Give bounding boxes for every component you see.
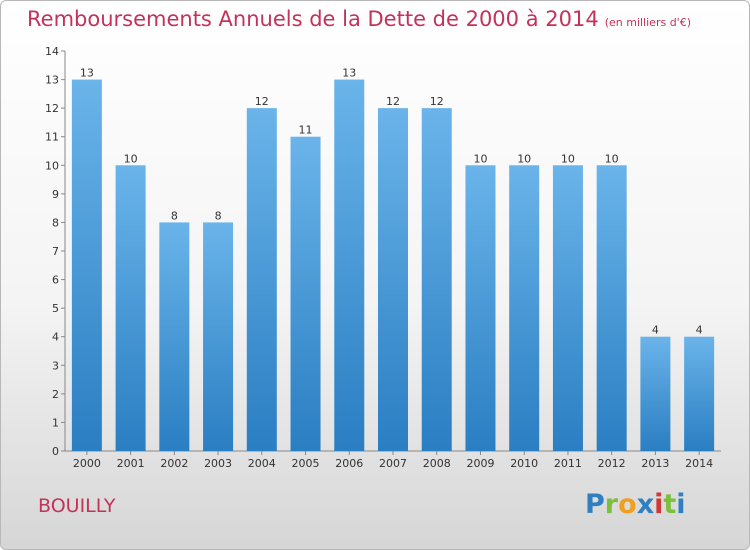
x-tick-label: 2010: [510, 457, 538, 470]
x-tick-label: 2001: [117, 457, 145, 470]
chart-labels: 2000 13 2001 10 2002 8 2003 8 2004 12 2005 11 2006 13…: [73, 67, 713, 470]
y-tick-label: 7: [52, 245, 59, 258]
logo-letter: r: [604, 489, 619, 520]
data-label: 4: [696, 324, 703, 337]
y-tick-label: 4: [52, 331, 59, 344]
y-tick-label: 0: [52, 445, 59, 458]
data-label: 13: [80, 67, 94, 80]
y-tick-label: 9: [52, 188, 59, 201]
x-tick-label: 2013: [641, 457, 669, 470]
x-tick-label: 2011: [554, 457, 582, 470]
data-label: 10: [124, 152, 138, 165]
logo-letter: i: [676, 489, 686, 520]
y-tick-label: 3: [52, 359, 59, 372]
logo-letter: P: [585, 489, 605, 520]
x-tick-label: 2002: [160, 457, 188, 470]
x-tick-label: 2003: [204, 457, 232, 470]
bar: [421, 108, 452, 452]
x-tick-label: 2000: [73, 457, 101, 470]
data-label: 8: [171, 209, 178, 222]
y-tick-label: 2: [52, 388, 59, 401]
bar: [203, 222, 234, 451]
y-tick-label: 10: [45, 159, 59, 172]
data-label: 12: [430, 95, 444, 108]
bar: [71, 79, 102, 452]
bar: [334, 79, 365, 452]
data-label: 4: [652, 324, 659, 337]
chart-bars: [71, 79, 715, 452]
data-label: 8: [215, 209, 222, 222]
bar: [290, 136, 321, 451]
data-label: 10: [561, 152, 575, 165]
logo-letter: x: [636, 489, 655, 520]
y-tick-label: 14: [45, 45, 59, 58]
y-tick-label: 11: [45, 131, 59, 144]
y-tick-label: 5: [52, 302, 59, 315]
bar: [640, 336, 671, 451]
x-tick-label: 2004: [248, 457, 276, 470]
x-tick-label: 2009: [466, 457, 494, 470]
bar: [465, 165, 496, 452]
x-tick-label: 2014: [685, 457, 713, 470]
data-label: 11: [299, 124, 313, 137]
logo-letter: o: [618, 489, 637, 520]
x-tick-label: 2007: [379, 457, 407, 470]
bar: [115, 165, 146, 452]
bar: [509, 165, 540, 452]
bar: [596, 165, 627, 452]
bar: [684, 336, 715, 451]
data-label: 10: [605, 152, 619, 165]
data-label: 12: [255, 95, 269, 108]
y-tick-label: 1: [52, 416, 59, 429]
y-tick-label: 13: [45, 74, 59, 87]
data-label: 10: [473, 152, 487, 165]
bar: [552, 165, 583, 452]
logo-letter: t: [663, 489, 677, 520]
chart-subtitle: (en milliers d'€): [604, 16, 691, 29]
bar: [246, 108, 277, 452]
x-tick-label: 2005: [292, 457, 320, 470]
x-tick-label: 2008: [423, 457, 451, 470]
bar: [378, 108, 408, 452]
data-label: 10: [517, 152, 531, 165]
x-tick-label: 2012: [598, 457, 626, 470]
bar: [159, 222, 190, 451]
logo-letter: i: [654, 489, 664, 520]
chart-title-text: Remboursements Annuels de la Dette de 20…: [27, 7, 599, 31]
chart-title: Remboursements Annuels de la Dette de 20…: [27, 7, 691, 31]
data-label: 13: [342, 67, 356, 80]
y-tick-label: 6: [52, 274, 59, 287]
proxiti-logo: Proxiti: [585, 489, 686, 520]
y-tick-label: 8: [52, 216, 59, 229]
location-name: BOUILLY: [38, 495, 116, 517]
x-tick-label: 2006: [335, 457, 363, 470]
data-label: 12: [386, 95, 400, 108]
y-tick-label: 12: [45, 102, 59, 115]
